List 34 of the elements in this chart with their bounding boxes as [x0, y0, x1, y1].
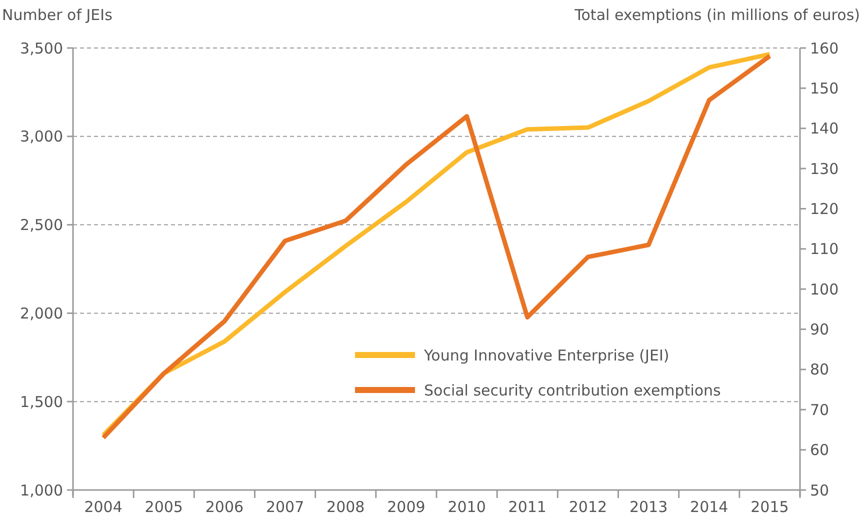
y2-tick-label: 50 — [810, 481, 830, 500]
legend-label: Young Innovative Enterprise (JEI) — [423, 346, 670, 364]
y-tick-label: 3,500 — [20, 39, 63, 58]
x-tick-label: 2014 — [690, 498, 728, 516]
y2-tick-label: 90 — [810, 320, 830, 339]
y2-tick-label: 80 — [810, 360, 830, 379]
x-tick-label: 2005 — [144, 498, 183, 516]
y2-tick-label: 110 — [810, 240, 839, 258]
legend-label: Social security contribution exemptions — [424, 381, 722, 400]
y2-tick-label: 130 — [810, 160, 839, 178]
y2-tick-label: 60 — [810, 441, 830, 460]
x-tick-label: 2012 — [568, 498, 608, 516]
y2-axis-title: Total exemptions (in millions of euros) — [574, 6, 860, 24]
y2-tick-label: 150 — [810, 79, 839, 98]
x-tick-label: 2010 — [448, 498, 486, 516]
y-axis-title: Number of JEIs — [2, 6, 113, 24]
x-tick-label: 2009 — [387, 498, 426, 516]
y2-tick-label: 140 — [810, 120, 839, 138]
x-tick-label: 2006 — [205, 498, 244, 516]
y2-tick-label: 120 — [810, 200, 839, 218]
x-tick-label: 2011 — [508, 498, 546, 516]
y-tick-label: 1,000 — [20, 481, 63, 500]
y2-tick-label: 70 — [810, 400, 830, 419]
x-tick-label: 2013 — [629, 498, 668, 516]
x-tick-label: 2004 — [84, 498, 122, 516]
x-tick-label: 2007 — [266, 498, 304, 516]
x-tick-label: 2008 — [326, 498, 365, 516]
y-tick-label: 1,500 — [20, 392, 63, 411]
y-tick-label: 2,000 — [20, 304, 63, 322]
y2-tick-label: 160 — [810, 39, 839, 58]
y-tick-label: 2,500 — [20, 216, 63, 234]
y2-tick-label: 100 — [810, 280, 839, 298]
x-tick-label: 2015 — [750, 498, 789, 516]
y-tick-label: 3,000 — [20, 128, 63, 146]
